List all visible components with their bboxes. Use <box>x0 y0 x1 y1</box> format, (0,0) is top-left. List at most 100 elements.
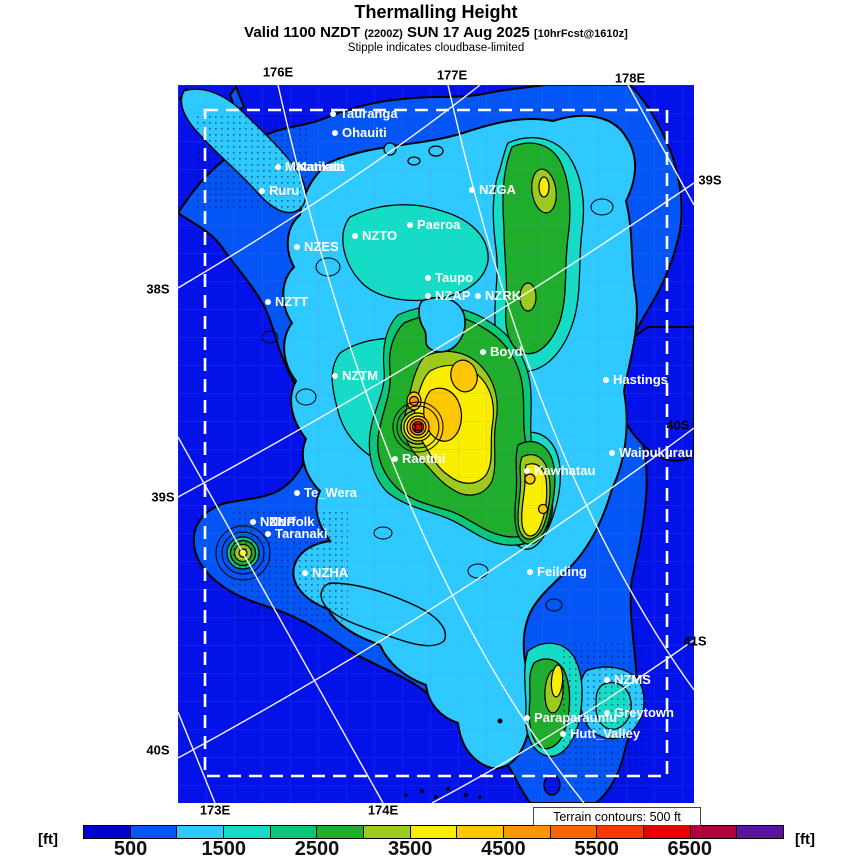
colorbar-tick: 4500 <box>481 838 526 860</box>
station-name: NZTM <box>342 368 379 383</box>
station-dot <box>392 456 398 462</box>
station-dot <box>250 519 256 525</box>
station-dot <box>294 244 300 250</box>
unit-label-left: [ft] <box>38 831 58 848</box>
axis-label-173e: 173E <box>199 802 231 818</box>
station-name: NZES <box>304 239 339 254</box>
station-label: NZNP <box>250 515 295 529</box>
station-label: Taupo <box>425 271 473 285</box>
valid-time-line: Valid 1100 NZDT (2200Z) SUN 17 Aug 2025 … <box>0 24 850 41</box>
station-dot <box>425 275 431 281</box>
station-name: NZHA <box>312 565 349 580</box>
colorbar-segment <box>690 826 738 838</box>
axis-label-40s: 40S <box>666 417 690 433</box>
station-dot <box>425 293 431 299</box>
station-name: Paeroa <box>417 217 461 232</box>
valid-zulu: (2200Z) <box>364 28 403 40</box>
station-dot <box>524 715 530 721</box>
thermal-map[interactable]: Tauranga Ohauiti Matamata Katikati Ruru NZGA P… <box>178 85 694 803</box>
station-name: Kawhatau <box>534 463 596 478</box>
colorbar-segment <box>644 826 691 838</box>
station-label: NZHA <box>302 566 348 580</box>
station-label: Hutt_Valley <box>560 727 640 741</box>
colorbar-tick: 1500 <box>201 838 247 860</box>
page-title: Thermalling Height <box>354 2 518 22</box>
map-canvas <box>178 85 694 803</box>
station-dot <box>265 531 271 537</box>
colorbar-segment <box>84 826 131 838</box>
station-label: Greytown <box>604 706 674 720</box>
station-name: Raetihi <box>402 451 446 466</box>
station-name: Ruru <box>269 183 300 198</box>
station-label: Paraparaumu <box>524 711 617 725</box>
station-name: Boyd <box>490 344 523 359</box>
axis-label-178e: 178E <box>614 70 646 86</box>
colorbar-tick: 3500 <box>387 838 433 860</box>
station-name: Te_Wera <box>304 485 357 500</box>
axis-label-176e: 176E <box>262 64 294 80</box>
station-name: Norfolk <box>269 514 315 529</box>
station-dot <box>265 299 271 305</box>
station-dot <box>407 222 413 228</box>
station-name: NZMS <box>614 672 651 687</box>
station-dot <box>480 349 486 355</box>
station-dot <box>524 468 530 474</box>
axis-label-41s: 41S <box>683 633 707 649</box>
station-label: Waipukurau <box>609 446 693 460</box>
colorbar-segment <box>130 826 178 838</box>
station-name: Katikati <box>297 159 344 174</box>
station-label: Raetihi <box>392 452 445 466</box>
station-label: NZTO <box>352 229 397 243</box>
colorbar-segment <box>457 826 505 838</box>
valid-date: SUN 17 Aug 2025 <box>406 24 530 41</box>
station-name: NZTO <box>362 228 398 243</box>
station-label: Kawhatau <box>524 464 595 478</box>
station-label: NZGA <box>469 183 516 197</box>
colorbar-segment <box>270 826 318 838</box>
station-name: NZNP <box>260 514 296 529</box>
colorbar-tick: 500 <box>113 838 148 860</box>
station-name: Ohauiti <box>342 125 387 140</box>
axis-label-177e: 177E <box>436 67 468 83</box>
station-name: NZGA <box>479 182 516 197</box>
station-dot <box>604 710 610 716</box>
colorbar-tick: 6500 <box>667 838 713 860</box>
station-label: Matamata <box>275 160 345 174</box>
station-label: NZAP <box>425 289 470 303</box>
axis-label-39s: 39S <box>698 172 722 188</box>
station-label: NZMS <box>604 673 651 687</box>
station-dot <box>352 233 358 239</box>
colorbar-segment <box>224 826 271 838</box>
colorbar-segment <box>550 826 598 838</box>
station-name: NZAP <box>435 288 471 303</box>
station-label: Boyd <box>480 345 523 359</box>
station-name: Taupo <box>435 270 474 285</box>
station-dot <box>275 164 281 170</box>
station-name: Paraparaumu <box>534 710 618 725</box>
station-label: Norfolk <box>259 515 315 529</box>
axis-label-174e: 174E <box>367 802 399 818</box>
colorbar-segment <box>364 826 411 838</box>
station-label: NZTT <box>265 295 308 309</box>
axis-label-40s: 40S <box>146 742 170 758</box>
model-grid <box>178 85 694 803</box>
colorbar-segment <box>504 826 551 838</box>
axis-label-39s: 39S <box>151 489 175 505</box>
valid-prefix: Valid 1100 NZDT <box>244 24 361 41</box>
station-name: Feilding <box>537 564 587 579</box>
station-label: Katikati <box>287 160 344 174</box>
station-label: Ohauiti <box>332 126 387 140</box>
colorbar-tick: 5500 <box>574 838 619 860</box>
terrain-note-text: Terrain contours: 500 ft <box>553 809 681 824</box>
station-dot <box>560 731 566 737</box>
station-dot <box>332 130 338 136</box>
station-label: Te_Wera <box>294 486 357 500</box>
station-name: Greytown <box>614 705 674 720</box>
station-label: Tauranga <box>330 107 398 121</box>
station-name: Hastings <box>613 372 668 387</box>
station-dot <box>302 570 308 576</box>
station-name: Taranaki <box>275 526 328 541</box>
station-dot <box>330 111 336 117</box>
station-label: NZTM <box>332 369 378 383</box>
